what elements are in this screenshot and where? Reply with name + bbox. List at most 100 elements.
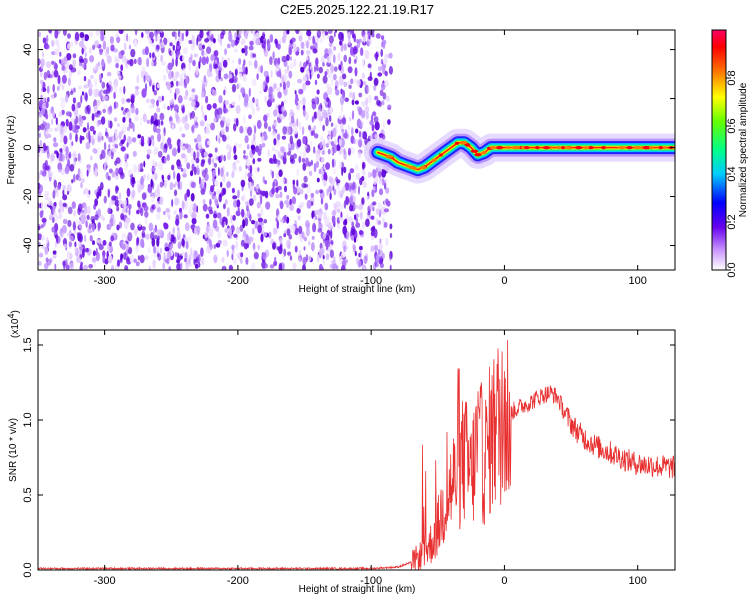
noise-speckle <box>73 87 76 93</box>
noise-speckle <box>149 39 153 45</box>
noise-speckle <box>196 164 199 174</box>
noise-speckle <box>193 53 199 58</box>
noise-speckle <box>359 211 363 220</box>
noise-speckle <box>65 264 70 270</box>
noise-speckle <box>164 258 168 264</box>
noise-speckle <box>292 126 298 135</box>
noise-speckle <box>161 135 165 144</box>
noise-speckle <box>351 110 355 120</box>
noise-speckle <box>335 89 340 96</box>
noise-speckle <box>228 78 234 84</box>
noise-speckle <box>257 157 262 162</box>
noise-speckle <box>331 78 334 87</box>
noise-speckle <box>331 158 335 168</box>
noise-speckle <box>91 113 95 122</box>
noise-speckle <box>156 36 161 41</box>
ridge-peak <box>474 153 482 157</box>
noise-speckle <box>263 114 268 122</box>
noise-speckle <box>123 134 126 142</box>
noise-speckle <box>252 106 255 116</box>
noise-speckle <box>171 98 175 105</box>
noise-speckle <box>283 151 287 158</box>
ridge-peak <box>635 146 642 150</box>
noise-speckle <box>248 182 251 190</box>
noise-speckle <box>132 150 137 157</box>
noise-speckle <box>240 258 243 264</box>
noise-speckle <box>359 250 362 259</box>
noise-speckle <box>377 72 383 77</box>
noise-speckle <box>177 181 180 190</box>
noise-speckle <box>130 48 136 58</box>
noise-speckle <box>115 63 119 69</box>
noise-speckle <box>183 214 188 219</box>
noise-speckle <box>314 150 318 155</box>
noise-speckle <box>51 226 56 233</box>
noise-speckle <box>318 218 321 225</box>
y-tick-label: -40 <box>22 238 34 254</box>
noise-speckle <box>166 81 171 91</box>
noise-speckle <box>247 172 253 178</box>
noise-speckle <box>231 249 235 255</box>
noise-speckle <box>190 43 195 51</box>
noise-speckle <box>146 57 150 68</box>
noise-speckle <box>244 32 248 40</box>
noise-speckle <box>195 121 199 127</box>
noise-speckle <box>88 190 91 195</box>
x-tick-label: -300 <box>94 275 116 287</box>
noise-speckle <box>57 168 62 173</box>
noise-speckle <box>191 211 197 221</box>
noise-speckle <box>224 48 228 56</box>
noise-speckle <box>93 261 96 268</box>
noise-speckle <box>107 108 112 115</box>
noise-speckle <box>155 212 161 221</box>
noise-speckle <box>262 252 267 260</box>
noise-speckle <box>329 192 332 200</box>
noise-speckle <box>52 250 57 255</box>
snr-series-line <box>38 340 675 570</box>
noise-speckle <box>314 209 319 216</box>
noise-speckle <box>239 224 244 232</box>
svg-text:(x104): (x104) <box>6 310 21 338</box>
noise-speckle <box>239 125 244 134</box>
noise-speckle <box>338 138 342 147</box>
noise-speckle <box>348 216 353 223</box>
noise-speckle <box>203 151 208 157</box>
noise-speckle <box>147 185 153 194</box>
noise-speckle <box>362 40 367 46</box>
noise-speckle <box>121 200 127 208</box>
noise-speckle <box>350 30 354 36</box>
noise-speckle <box>389 264 392 270</box>
noise-speckle <box>245 205 249 212</box>
noise-speckle <box>60 99 66 109</box>
noise-speckle <box>328 176 333 184</box>
noise-speckle <box>79 40 84 48</box>
noise-speckle <box>66 232 70 237</box>
noise-speckle <box>214 63 219 69</box>
noise-speckle <box>196 151 200 159</box>
noise-speckle <box>278 245 283 255</box>
noise-speckle <box>327 222 333 230</box>
noise-speckle <box>233 145 237 155</box>
noise-speckle <box>67 158 70 168</box>
noise-speckle <box>156 83 160 89</box>
ridge-peak <box>431 158 437 162</box>
noise-speckle <box>372 168 377 179</box>
noise-speckle <box>324 48 329 55</box>
noise-speckle <box>140 207 144 217</box>
noise-speckle <box>337 52 341 62</box>
noise-speckle <box>370 230 375 237</box>
noise-speckle <box>176 263 182 270</box>
noise-speckle <box>327 87 333 95</box>
noise-speckle <box>374 262 379 268</box>
noise-speckle <box>116 259 121 267</box>
noise-speckle <box>65 118 69 127</box>
noise-speckle <box>204 231 209 239</box>
noise-speckle <box>311 116 314 123</box>
noise-speckle <box>367 76 373 82</box>
noise-speckle <box>93 88 99 98</box>
noise-speckle <box>158 160 164 171</box>
noise-speckle <box>174 252 178 257</box>
noise-speckle <box>51 60 55 65</box>
noise-speckle <box>38 132 41 138</box>
noise-speckle <box>91 222 95 233</box>
